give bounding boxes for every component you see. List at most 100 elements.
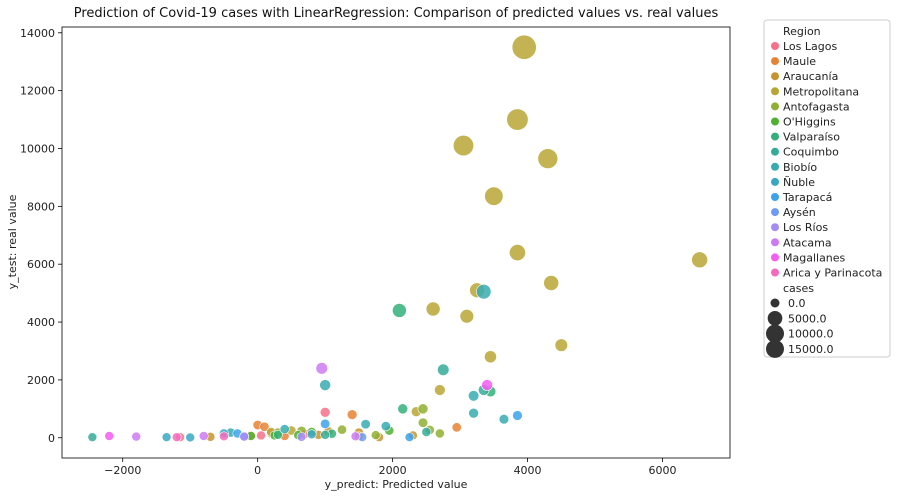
data-point	[259, 421, 270, 432]
y-axis: 0 2000 4000 6000 8000 10000 12000 14000	[20, 27, 62, 445]
data-point	[467, 390, 480, 402]
data-point	[511, 34, 537, 60]
x-axis: −2000 0 2000 4000 6000	[104, 458, 677, 477]
legend-label: Magallanes	[783, 251, 846, 264]
data-point	[425, 301, 441, 317]
x-tick-label: −2000	[104, 464, 141, 477]
y-tick-label: 6000	[27, 258, 55, 271]
y-tick-label: 4000	[27, 316, 55, 329]
legend-label: Atacama	[783, 236, 832, 249]
data-point	[543, 275, 560, 291]
legend-size-marker	[766, 324, 784, 343]
data-point	[380, 421, 391, 432]
legend-size-label: 15000.0	[788, 343, 834, 356]
legend-marker	[771, 42, 779, 50]
x-tick-label: 4000	[514, 464, 542, 477]
data-point	[397, 403, 409, 415]
data-point	[554, 338, 568, 352]
data-point	[319, 406, 331, 418]
y-tick-label: 12000	[20, 85, 55, 98]
legend-marker	[771, 87, 779, 96]
data-points	[87, 34, 708, 443]
legend-label: Aysén	[783, 206, 816, 219]
legend-label: Coquimbo	[783, 146, 839, 159]
data-point	[198, 431, 209, 441]
data-point	[537, 148, 559, 169]
legend-hue-title: Region	[783, 25, 821, 38]
legend-label: Araucanía	[783, 70, 838, 83]
y-tick-label: 2000	[27, 374, 55, 387]
data-point	[512, 410, 523, 421]
chart-title: Prediction of Covid-19 cases with Linear…	[74, 6, 719, 21]
legend-label: Antofagasta	[783, 100, 850, 113]
data-point	[484, 350, 497, 364]
data-point	[417, 403, 429, 415]
legend-size-marker	[767, 310, 783, 326]
data-point	[404, 432, 415, 442]
x-tick-label: 2000	[379, 464, 407, 477]
legend-label: Biobío	[783, 161, 817, 174]
legend-marker	[771, 238, 779, 247]
x-tick-label: 6000	[649, 464, 677, 477]
legend-size-label: 0.0	[788, 297, 806, 310]
data-point	[434, 428, 445, 439]
data-point	[319, 379, 331, 391]
legend-size-title: cases	[783, 282, 814, 295]
data-point	[296, 432, 307, 442]
data-point	[161, 432, 172, 442]
legend-label: Maule	[783, 55, 816, 68]
legend-marker	[771, 117, 779, 126]
legend-marker	[771, 223, 779, 232]
data-point	[370, 430, 381, 440]
data-point	[337, 424, 347, 435]
data-point	[256, 430, 266, 441]
data-point	[279, 424, 290, 435]
x-axis-label: y_predict: Predicted value	[325, 478, 468, 491]
data-point	[451, 422, 462, 433]
data-point	[481, 379, 493, 391]
legend-label: O'Higgins	[783, 116, 836, 129]
legend-marker	[771, 162, 779, 171]
legend-label: Valparaíso	[783, 131, 840, 144]
data-point	[350, 431, 361, 442]
legend-marker	[771, 177, 779, 186]
legend-label: Los Lagos	[783, 40, 837, 53]
legend-label: Ñuble	[783, 176, 815, 189]
legend-marker	[771, 72, 779, 81]
data-point	[171, 432, 182, 442]
data-point	[320, 418, 331, 429]
data-point	[360, 419, 371, 430]
legend-marker	[771, 193, 779, 201]
legend-label: Arica y Parinacota	[783, 267, 882, 280]
y-tick-label: 8000	[27, 200, 55, 213]
data-point	[346, 409, 358, 420]
data-point	[185, 432, 196, 443]
data-point	[459, 309, 475, 324]
legend-box	[763, 19, 891, 358]
y-tick-label: 0	[48, 432, 55, 445]
plot-area	[61, 26, 731, 459]
data-point	[421, 427, 432, 437]
legend-label: Los Ríos	[783, 221, 828, 234]
data-point	[306, 429, 317, 440]
data-point	[104, 431, 115, 441]
legend-size-marker	[770, 298, 780, 308]
data-point	[434, 384, 446, 396]
legend: Region Los Lagos Maule Araucanía Metropolit…	[763, 19, 891, 358]
data-point	[417, 417, 429, 428]
data-point	[691, 251, 708, 269]
legend-marker	[771, 208, 779, 217]
data-point	[239, 431, 250, 442]
data-point	[315, 362, 328, 375]
data-point	[219, 431, 229, 442]
data-point	[468, 407, 479, 419]
data-point	[506, 108, 529, 131]
y-tick-label: 10000	[20, 142, 55, 155]
data-point	[87, 432, 98, 442]
y-tick-label: 14000	[20, 27, 55, 40]
legend-size-label: 5000.0	[788, 312, 827, 325]
data-point	[509, 244, 526, 262]
x-tick-label: 0	[254, 464, 261, 477]
legend-marker	[771, 57, 779, 66]
